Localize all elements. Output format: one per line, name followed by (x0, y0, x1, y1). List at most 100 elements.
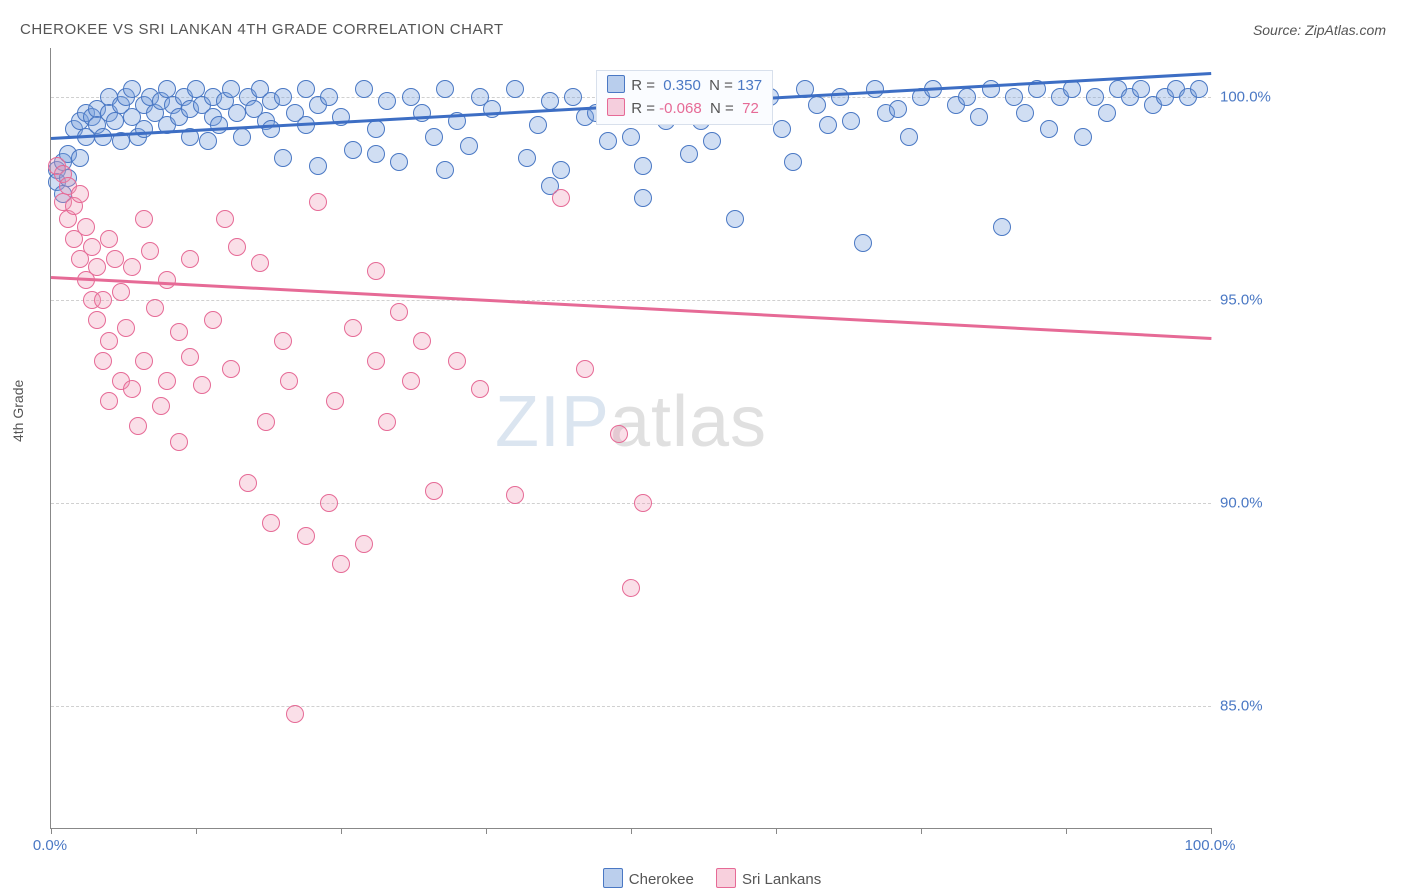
data-point (355, 80, 373, 98)
data-point (100, 332, 118, 350)
data-point (320, 494, 338, 512)
data-point (320, 88, 338, 106)
data-point (622, 128, 640, 146)
data-point (1074, 128, 1092, 146)
data-point (170, 323, 188, 341)
data-point (889, 100, 907, 118)
data-point (634, 157, 652, 175)
data-point (1098, 104, 1116, 122)
data-point (135, 352, 153, 370)
plot-area: ZIPatlas R = 0.350 N = 137R = -0.068 N =… (50, 48, 1211, 829)
data-point (100, 392, 118, 410)
data-point (135, 120, 153, 138)
legend-swatch-srilankans (716, 868, 736, 888)
data-point (222, 80, 240, 98)
data-point (564, 88, 582, 106)
data-point (332, 555, 350, 573)
data-point (222, 360, 240, 378)
data-point (436, 161, 454, 179)
data-point (436, 80, 454, 98)
data-point (378, 413, 396, 431)
data-point (123, 258, 141, 276)
data-point (680, 145, 698, 163)
data-point (274, 332, 292, 350)
data-point (703, 132, 721, 150)
data-point (274, 149, 292, 167)
data-point (146, 299, 164, 317)
data-point (576, 360, 594, 378)
data-point (982, 80, 1000, 98)
data-point (94, 352, 112, 370)
data-point (100, 230, 118, 248)
data-point (634, 494, 652, 512)
data-point (970, 108, 988, 126)
x-tick (776, 828, 777, 834)
data-point (425, 128, 443, 146)
watermark: ZIPatlas (495, 381, 767, 463)
data-point (460, 137, 478, 155)
data-point (286, 705, 304, 723)
data-point (1086, 88, 1104, 106)
data-point (610, 425, 628, 443)
data-point (210, 116, 228, 134)
data-point (1005, 88, 1023, 106)
data-point (413, 332, 431, 350)
data-point (808, 96, 826, 114)
data-point (819, 116, 837, 134)
data-point (344, 141, 362, 159)
x-tick (631, 828, 632, 834)
data-point (88, 311, 106, 329)
data-point (367, 145, 385, 163)
data-point (257, 413, 275, 431)
data-point (152, 397, 170, 415)
data-point (1190, 80, 1208, 98)
x-tick (196, 828, 197, 834)
data-point (71, 149, 89, 167)
data-point (106, 250, 124, 268)
y-tick-label: 85.0% (1220, 698, 1263, 715)
data-point (634, 189, 652, 207)
legend-swatch-cherokee (603, 868, 623, 888)
data-point (552, 189, 570, 207)
chart-title: CHEROKEE VS SRI LANKAN 4TH GRADE CORRELA… (20, 21, 504, 38)
data-point (193, 376, 211, 394)
x-tick-label: 100.0% (1185, 837, 1236, 854)
data-point (181, 348, 199, 366)
data-point (471, 380, 489, 398)
x-tick (1066, 828, 1067, 834)
data-point (552, 161, 570, 179)
data-point (262, 120, 280, 138)
data-point (326, 392, 344, 410)
gridline (51, 300, 1211, 301)
trend-line (51, 276, 1211, 340)
data-point (274, 88, 292, 106)
data-point (280, 372, 298, 390)
data-point (541, 92, 559, 110)
data-point (448, 352, 466, 370)
data-point (854, 234, 872, 252)
data-point (518, 149, 536, 167)
data-point (123, 380, 141, 398)
data-point (228, 238, 246, 256)
data-point (228, 104, 246, 122)
data-point (355, 535, 373, 553)
data-point (425, 482, 443, 500)
data-point (112, 283, 130, 301)
data-point (529, 116, 547, 134)
data-point (344, 319, 362, 337)
data-point (390, 303, 408, 321)
data-point (233, 128, 251, 146)
source-label: Source: ZipAtlas.com (1253, 22, 1386, 38)
data-point (251, 254, 269, 272)
data-point (309, 193, 327, 211)
data-point (309, 157, 327, 175)
data-point (402, 88, 420, 106)
data-point (117, 319, 135, 337)
legend-label-srilankans: Sri Lankans (742, 871, 821, 888)
data-point (297, 80, 315, 98)
data-point (297, 527, 315, 545)
stats-box: R = 0.350 N = 137R = -0.068 N = 72 (596, 70, 773, 125)
legend-label-cherokee: Cherokee (629, 871, 694, 888)
data-point (199, 132, 217, 150)
data-point (367, 352, 385, 370)
